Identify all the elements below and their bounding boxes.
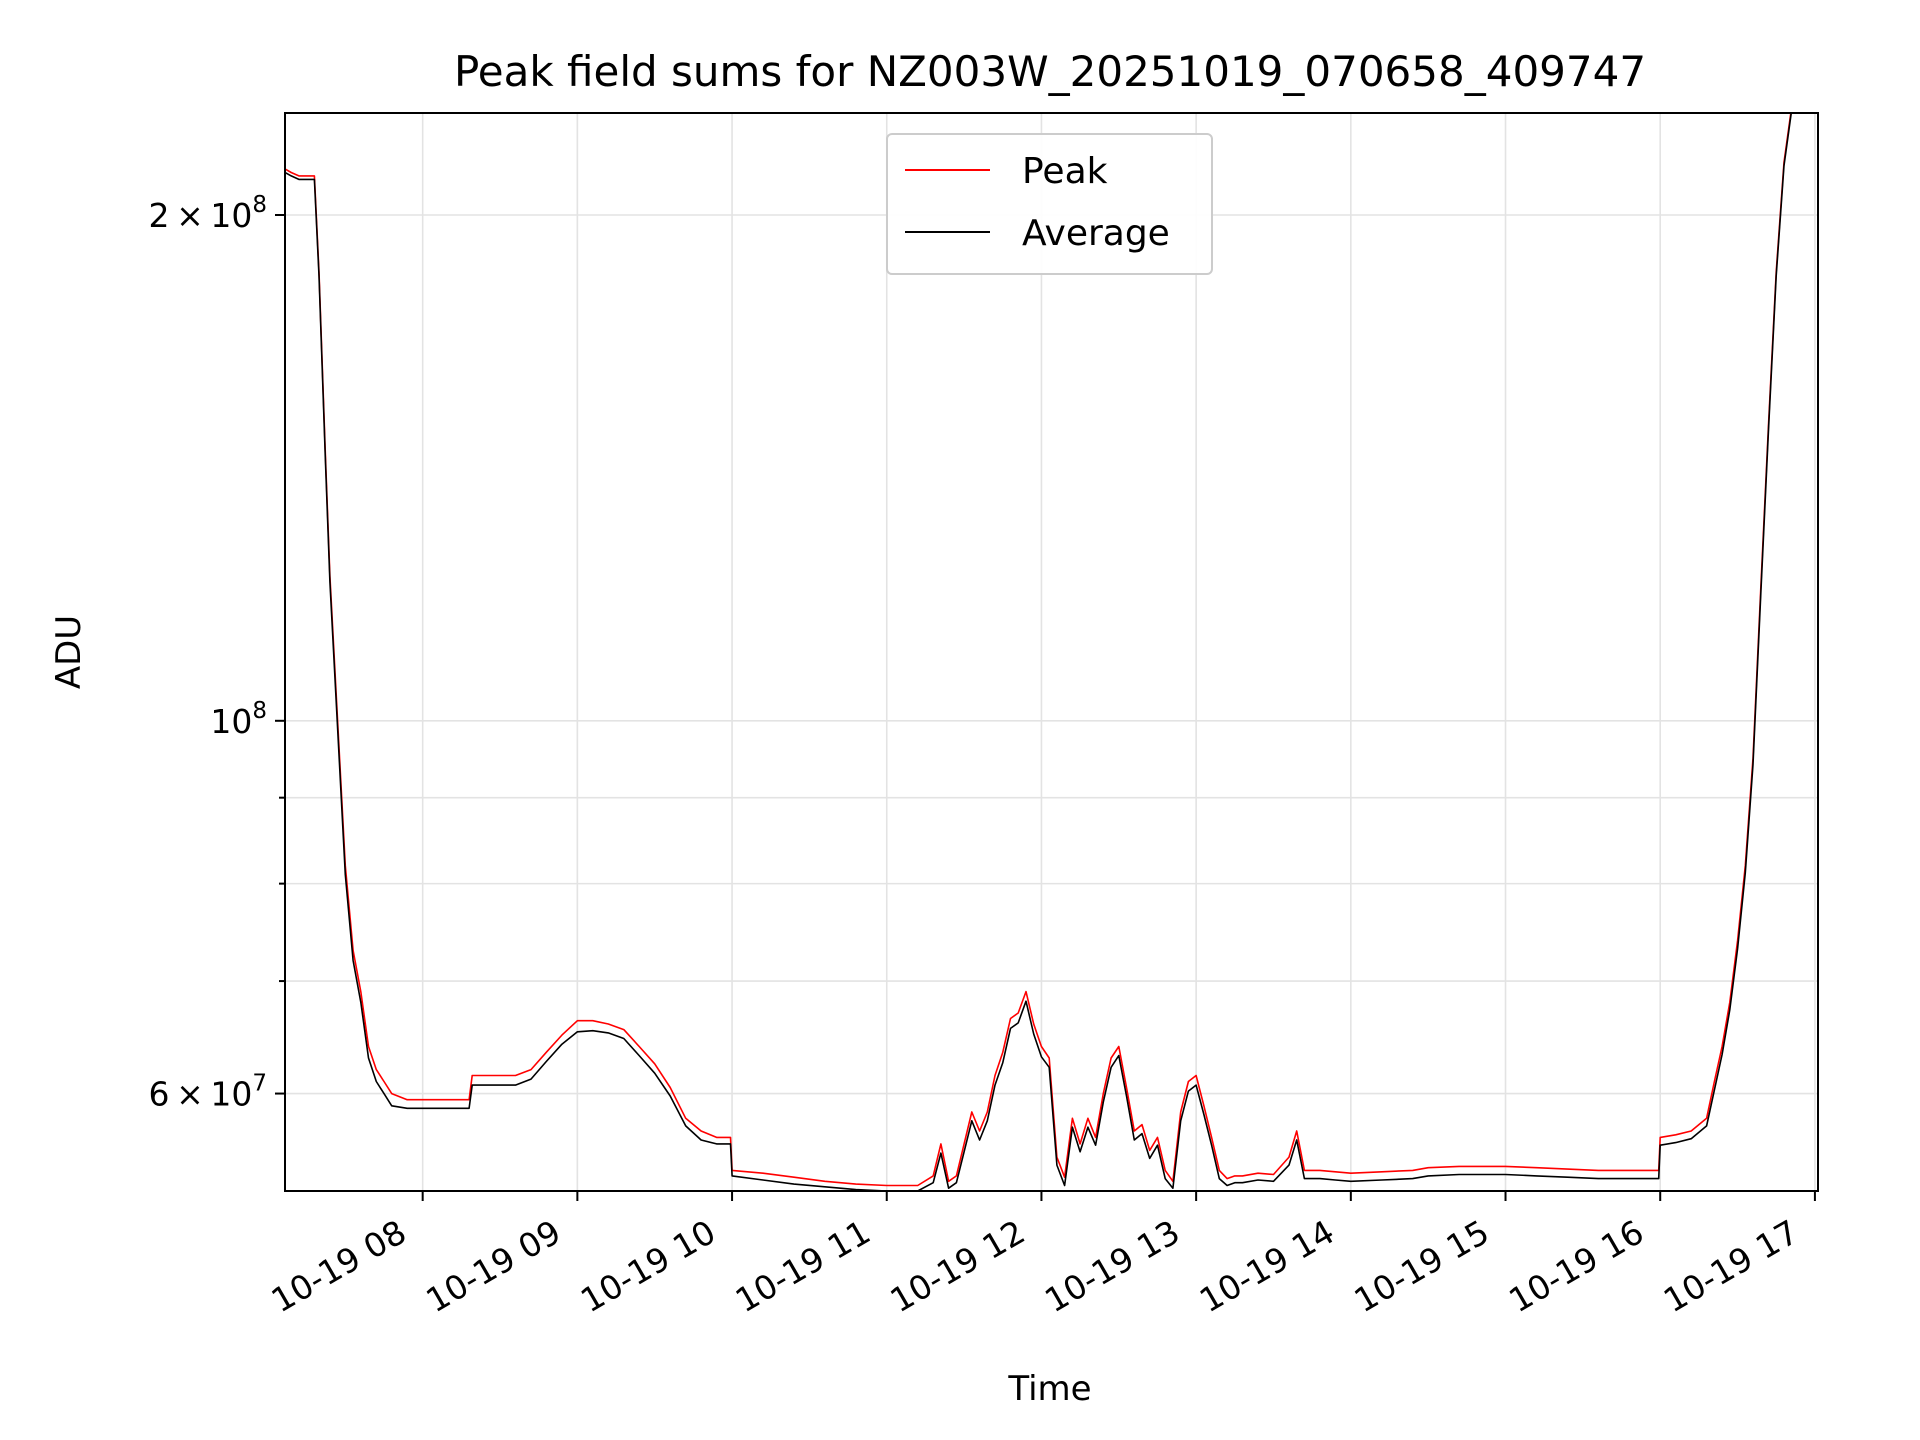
y-tick-label: 108 (210, 698, 267, 741)
legend-peak-label: Peak (1022, 151, 1108, 192)
plot-area-frame (284, 112, 1819, 1192)
chart-title: Peak field sums for NZ003W_20251019_0706… (454, 47, 1646, 96)
y-tick-label: 6 × 107 (149, 1071, 267, 1114)
y-axis-title: ADU (49, 615, 89, 689)
x-axis-title: Time (1007, 1369, 1091, 1409)
series-line-peak (285, 113, 1792, 1187)
legend-average-label: Average (1022, 213, 1170, 254)
y-axis: 6 × 107 108 2 × 108 (149, 192, 285, 1114)
legend: Peak Average (886, 133, 1213, 275)
y-tick-label: 2 × 108 (149, 192, 267, 235)
series-layer (285, 113, 1793, 1191)
series-line-average (285, 113, 1793, 1191)
